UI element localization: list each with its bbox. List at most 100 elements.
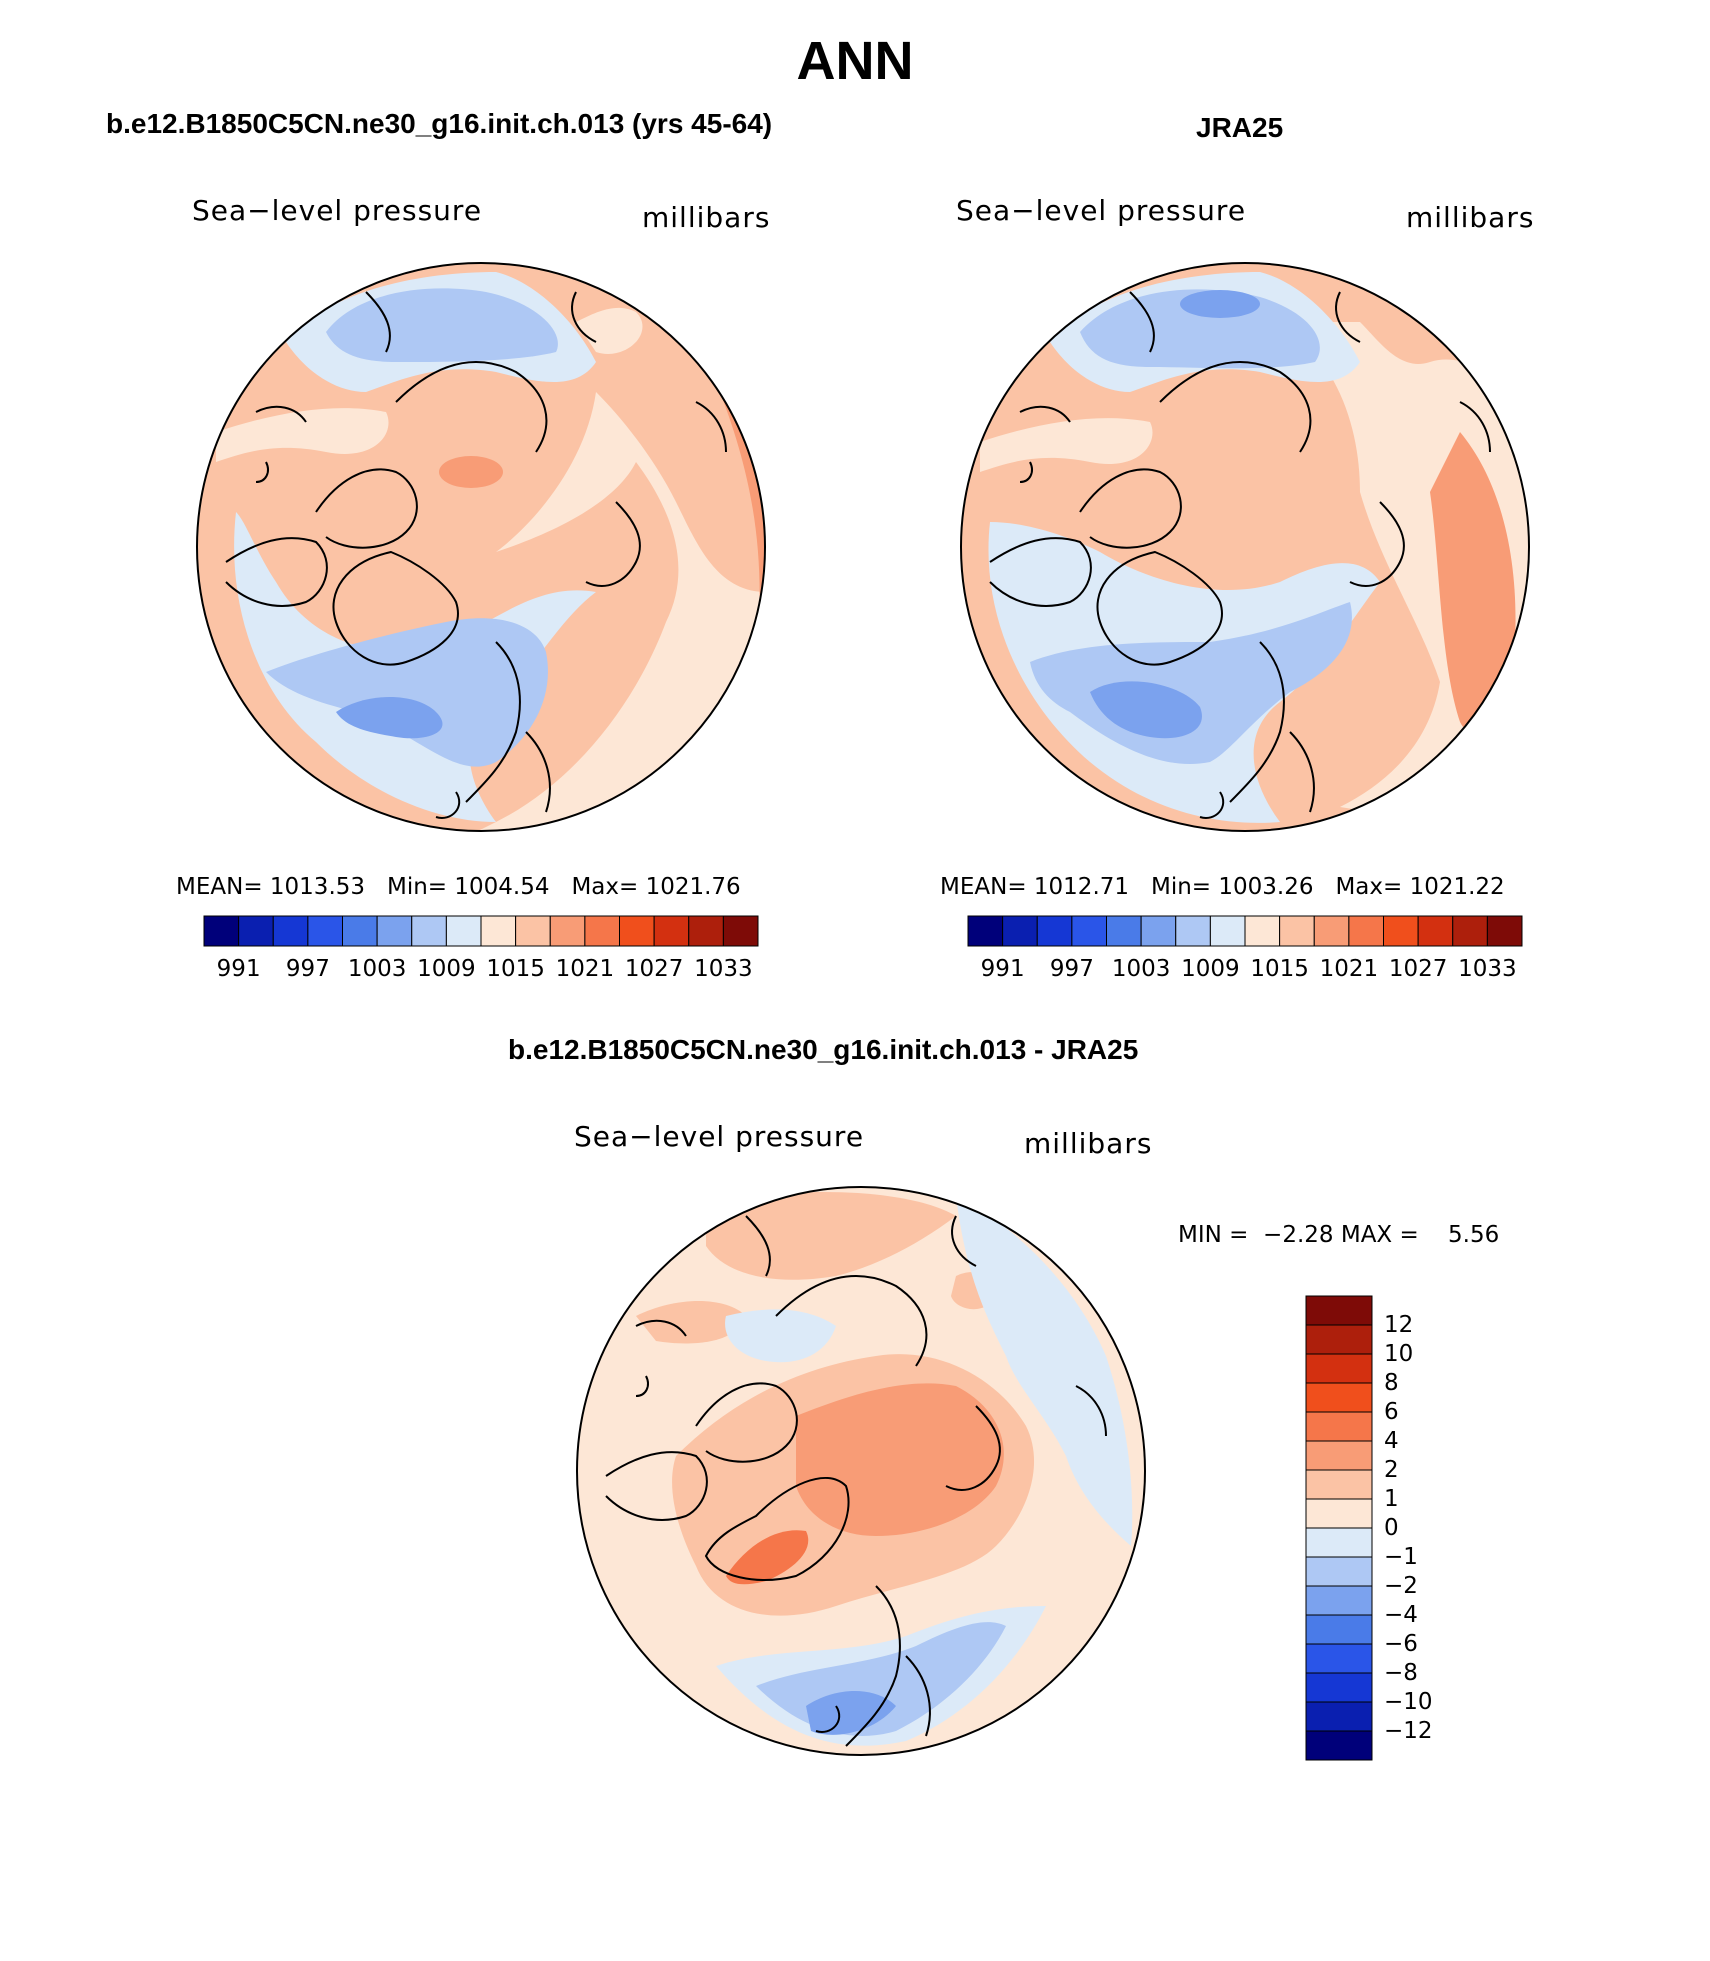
colorbar-tick-label: 1009 — [417, 956, 476, 982]
obs-stats: MEAN= 1012.71 Min= 1003.26 Max= 1021.22 — [940, 874, 1505, 900]
colorbar-box — [1305, 1295, 1373, 1326]
colorbar-box — [1305, 1556, 1373, 1587]
colorbar-box — [1175, 915, 1211, 947]
colorbar-box — [584, 915, 620, 947]
colorbar-box — [342, 915, 378, 947]
colorbar-box — [272, 915, 309, 947]
colorbar-box — [1305, 1411, 1373, 1442]
colorbar-box — [1305, 1324, 1373, 1355]
colorbar-box — [1313, 915, 1350, 947]
colorbar-tick-label: 12 — [1384, 1312, 1414, 1338]
colorbar-tick-label: −4 — [1384, 1602, 1418, 1628]
colorbar-box — [1305, 1672, 1373, 1703]
obs-colorbar — [967, 915, 1523, 947]
colorbar-tick-label: −12 — [1384, 1718, 1433, 1744]
obs-colorbar-ticks: 991 997 1003 1009 1015 1021 1027 1033 — [968, 956, 1522, 986]
model-colorbar-ticks: 991 997 1003 1009 1015 1021 1027 1033 — [204, 956, 758, 986]
colorbar-tick-label: −2 — [1384, 1573, 1418, 1599]
colorbar-tick-label: 1 — [1384, 1486, 1399, 1512]
colorbar-tick-label: 1015 — [1250, 956, 1309, 982]
colorbar-box — [307, 915, 343, 947]
diff-max-label: MAX = — [1340, 1222, 1419, 1248]
colorbar-box — [480, 915, 517, 947]
model-case-title: b.e12.B1850C5CN.ne30_g16.init.ch.013 (yr… — [106, 108, 773, 139]
colorbar-tick-label: 1009 — [1181, 956, 1240, 982]
diff-colorbar — [1305, 1295, 1373, 1761]
colorbar-box — [1305, 1353, 1373, 1384]
colorbar-box — [1486, 915, 1523, 947]
colorbar-box — [1036, 915, 1073, 947]
diff-min-label: MIN = — [1178, 1222, 1249, 1248]
colorbar-box — [1140, 915, 1177, 947]
colorbar-tick-label: 6 — [1384, 1399, 1399, 1425]
colorbar-tick-label: 991 — [980, 956, 1025, 982]
colorbar-tick-label: −8 — [1384, 1660, 1418, 1686]
colorbar-tick-label: 8 — [1384, 1370, 1399, 1396]
colorbar-box — [411, 915, 447, 947]
model-max-value: 1021.76 — [645, 874, 741, 900]
model-colorbar — [203, 915, 759, 947]
model-max-label: Max= — [571, 874, 639, 900]
colorbar-box — [203, 915, 240, 947]
colorbar-box — [1348, 915, 1384, 947]
colorbar-box — [1071, 915, 1107, 947]
colorbar-tick-label: 991 — [216, 956, 261, 982]
obs-polar-map — [960, 262, 1530, 832]
colorbar-box — [967, 915, 1004, 947]
colorbar-box — [1305, 1498, 1373, 1529]
colorbar-tick-label: 10 — [1384, 1341, 1414, 1367]
colorbar-box — [619, 915, 655, 947]
model-min-label: Min= — [386, 874, 448, 900]
colorbar-box — [1383, 915, 1419, 947]
colorbar-box — [1305, 1614, 1373, 1645]
colorbar-box — [445, 915, 482, 947]
colorbar-tick-label: 997 — [285, 956, 330, 982]
model-units-label: millibars — [642, 201, 771, 234]
colorbar-tick-label: 1027 — [624, 956, 684, 982]
model-min-value: 1004.54 — [454, 874, 550, 900]
colorbar-tick-label: −6 — [1384, 1631, 1418, 1657]
obs-max-label: Max= — [1335, 874, 1403, 900]
colorbar-box — [376, 915, 413, 947]
colorbar-box — [653, 915, 690, 947]
obs-case-title: JRA25 — [1196, 112, 1284, 143]
colorbar-tick-label: 1033 — [694, 956, 753, 982]
diff-units-label: millibars — [1024, 1127, 1153, 1160]
colorbar-box — [688, 915, 724, 947]
colorbar-box — [722, 915, 759, 947]
colorbar-tick-label: 1003 — [1111, 956, 1171, 982]
colorbar-tick-label: 997 — [1049, 956, 1094, 982]
colorbar-box — [1209, 915, 1246, 947]
diff-colorbar-ticks: 12 10 8 6 4 2 1 0 −1 −2 −4 −6 −8 −10 −12 — [1384, 1296, 1504, 1760]
colorbar-tick-label: 0 — [1384, 1515, 1399, 1541]
model-stats: MEAN= 1013.53 Min= 1004.54 Max= 1021.76 — [176, 874, 741, 900]
obs-variable-label: Sea−level pressure — [956, 194, 1247, 227]
colorbar-box — [515, 915, 551, 947]
diff-stats: MIN = −2.28 MAX = 5.56 — [1178, 1222, 1499, 1248]
model-variable-label: Sea−level pressure — [192, 194, 483, 227]
colorbar-box — [1305, 1643, 1373, 1674]
colorbar-tick-label: −10 — [1384, 1689, 1433, 1715]
colorbar-tick-label: 1021 — [1319, 956, 1379, 982]
colorbar-box — [1305, 1585, 1373, 1616]
colorbar-tick-label: −1 — [1384, 1544, 1418, 1570]
colorbar-box — [549, 915, 586, 947]
colorbar-box — [1305, 1382, 1373, 1413]
colorbar-box — [1305, 1440, 1373, 1471]
obs-units-label: millibars — [1406, 201, 1535, 234]
colorbar-tick-label: 1027 — [1388, 956, 1448, 982]
figure-title: ANN — [796, 31, 914, 91]
diff-min-value: −2.28 — [1263, 1222, 1334, 1248]
model-mean-value: 1013.53 — [269, 874, 366, 900]
colorbar-box — [1452, 915, 1488, 947]
colorbar-box — [238, 915, 274, 947]
colorbar-box — [1244, 915, 1281, 947]
obs-max-value: 1021.22 — [1409, 874, 1505, 900]
colorbar-box — [1279, 915, 1315, 947]
colorbar-tick-label: 1021 — [555, 956, 615, 982]
model-mean-label: MEAN= — [176, 874, 263, 900]
colorbar-tick-label: 2 — [1384, 1457, 1399, 1483]
colorbar-tick-label: 1015 — [486, 956, 545, 982]
colorbar-box — [1106, 915, 1142, 947]
colorbar-box — [1002, 915, 1038, 947]
